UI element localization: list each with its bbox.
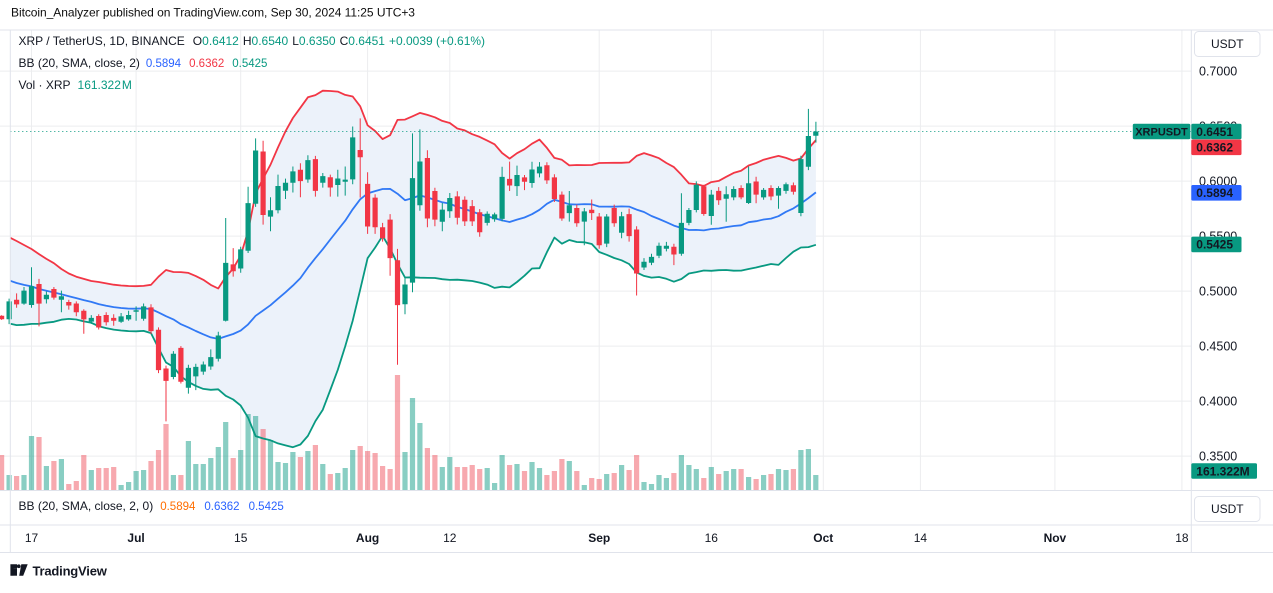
svg-text:0.6000: 0.6000 (1199, 174, 1237, 188)
svg-text:16: 16 (705, 531, 719, 545)
svg-text:0.3500: 0.3500 (1199, 449, 1237, 463)
svg-text:Aug: Aug (356, 531, 379, 545)
svg-text:17: 17 (25, 531, 39, 545)
svg-text:TradingView: TradingView (33, 564, 108, 579)
svg-text:14: 14 (914, 531, 928, 545)
svg-text:0.6362: 0.6362 (1196, 141, 1233, 155)
svg-text:XRPUSDT: XRPUSDT (1135, 126, 1188, 138)
svg-text:USDT: USDT (1211, 502, 1244, 516)
svg-text:Bitcoin_Analyzer published on: Bitcoin_Analyzer published on TradingVie… (11, 6, 415, 20)
svg-text:0.7000: 0.7000 (1199, 64, 1237, 78)
svg-text:0.5425: 0.5425 (1196, 238, 1233, 252)
svg-text:0.5000: 0.5000 (1199, 284, 1237, 298)
svg-text:161.322M: 161.322M (1196, 464, 1249, 478)
svg-text:0.4000: 0.4000 (1199, 394, 1237, 408)
svg-text:Oct: Oct (813, 531, 833, 545)
svg-text:Jul: Jul (127, 531, 144, 545)
svg-text:15: 15 (234, 531, 248, 545)
svg-text:18: 18 (1175, 531, 1189, 545)
svg-text:0.5894: 0.5894 (1196, 186, 1233, 200)
svg-text:Nov: Nov (1044, 531, 1067, 545)
svg-text:0.4500: 0.4500 (1199, 339, 1237, 353)
svg-text:BB (20, SMA, close, 2, 0)0.589: BB (20, SMA, close, 2, 0) 0.5894 0.6362 0.5… (19, 499, 284, 513)
svg-text:Sep: Sep (588, 531, 610, 545)
svg-text:12: 12 (443, 531, 457, 545)
svg-text:USDT: USDT (1211, 37, 1244, 51)
svg-text:0.6451: 0.6451 (1196, 125, 1233, 139)
